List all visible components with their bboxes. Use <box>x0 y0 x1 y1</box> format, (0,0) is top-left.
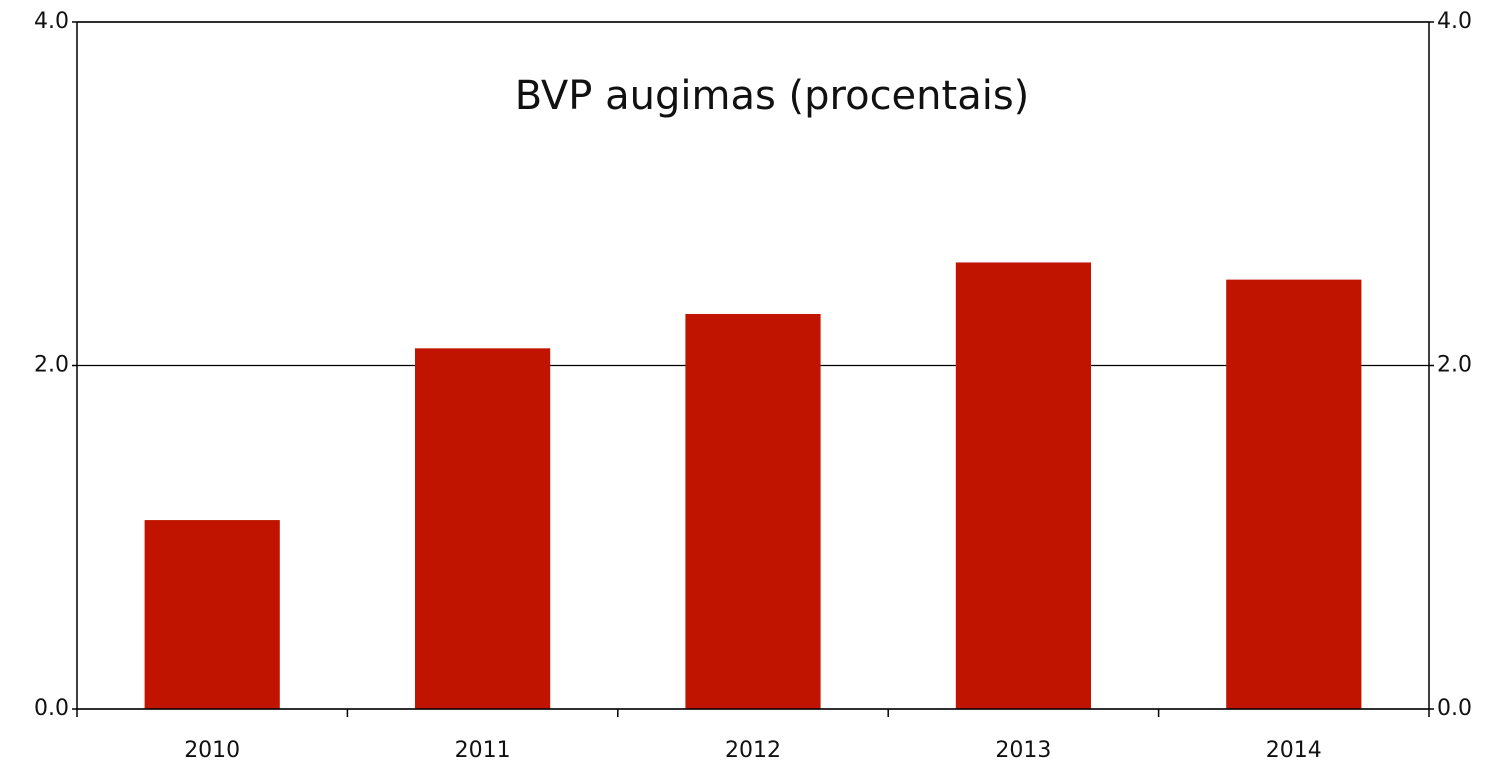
bar <box>415 348 551 709</box>
y2-tick-label: 2.0 <box>1437 353 1472 378</box>
bar <box>144 520 280 709</box>
x-tick-label: 2011 <box>455 738 511 763</box>
x-tick-label: 2012 <box>725 738 781 763</box>
y2-tick-label: 4.0 <box>1437 9 1472 34</box>
x-tick-label: 2013 <box>995 738 1051 763</box>
bar <box>685 313 821 709</box>
x-tick-label: 2014 <box>1266 738 1322 763</box>
y2-tick-label: 0.0 <box>1437 696 1472 721</box>
chart-title: BVP augimas (procentais) <box>515 73 1030 119</box>
bar <box>1226 279 1362 709</box>
y-tick-label: 0.0 <box>34 696 69 721</box>
bar <box>955 262 1091 709</box>
y-tick-label: 2.0 <box>34 353 69 378</box>
x-tick-label: 2010 <box>184 738 240 763</box>
y-tick-label: 4.0 <box>34 9 69 34</box>
